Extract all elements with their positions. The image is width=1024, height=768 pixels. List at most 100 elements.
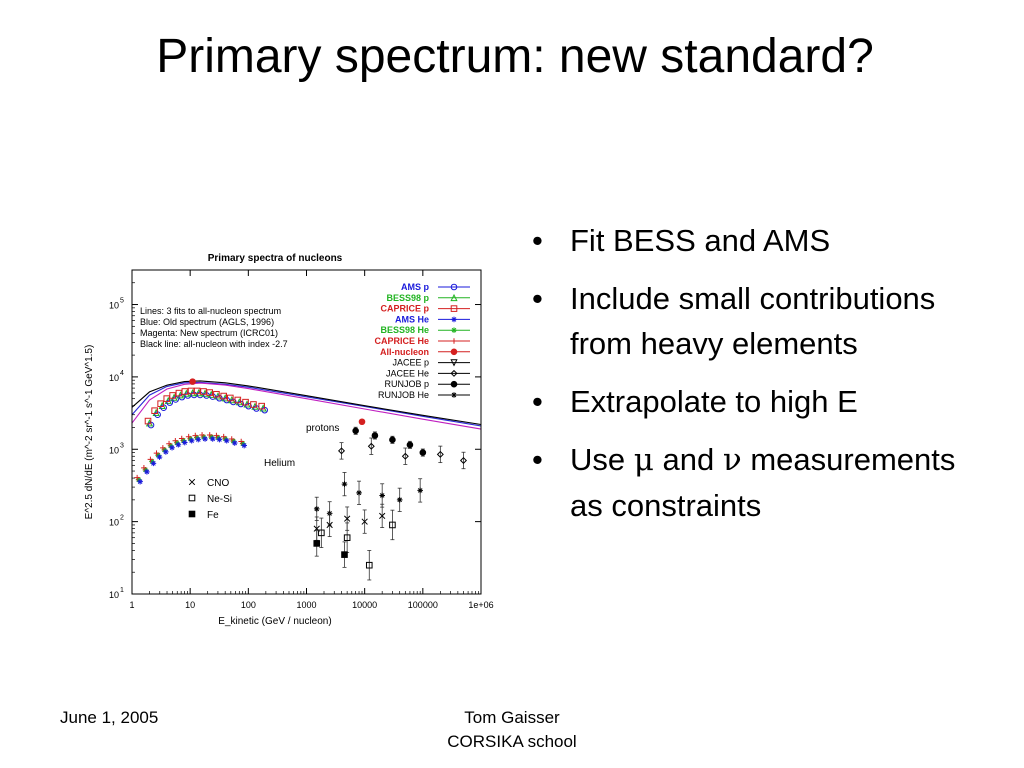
y-axis-label: E^2.5 dN/dE (m^-2 sr^-1 s^-1 GeV^1.5): [84, 345, 95, 520]
legend-label: Ne-Si: [207, 494, 232, 505]
data-point-ne-si: [318, 529, 325, 537]
data-point-caprice-p: [200, 388, 207, 395]
data-point-caprice-p: [206, 389, 214, 396]
y-tick-label-exp: 2: [120, 515, 124, 522]
legend-marker: [450, 348, 458, 356]
legend-label: Fe: [207, 510, 219, 521]
x-axis-label: E_kinetic (GeV / nucleon): [218, 616, 331, 627]
bullet-text: Extrapolate to high E: [570, 384, 858, 419]
data-point-cno: [344, 515, 351, 522]
data-point-runjob-he: [379, 492, 385, 499]
data-point-runjob-he: [396, 497, 403, 503]
data-point-caprice-p: [157, 400, 164, 407]
data-point-ams-he: [223, 437, 230, 444]
x-tick-label: 1000: [296, 600, 316, 610]
legend-marker: [188, 494, 196, 502]
y-tick-label-base: 10: [109, 445, 119, 455]
data-point-ne-si: [365, 561, 373, 569]
bullet-list: Fit BESS and AMS Include small contribut…: [530, 218, 990, 541]
data-point-runjob-he: [417, 487, 423, 494]
footer-author-event: CORSIKA school: [447, 732, 577, 751]
legend-marker: [450, 369, 458, 377]
bullet-item: Use μ and ν measurements as constraints: [530, 437, 990, 528]
legend-marker: [450, 283, 458, 291]
footer-author: Tom Gaisser CORSIKA school: [412, 706, 612, 754]
note-line: Black line: all-nucleon with index -2.7: [140, 339, 288, 349]
fit-line-black-line: [131, 380, 482, 426]
legend-label: AMS He: [395, 314, 429, 324]
footer-author-name: Tom Gaisser: [464, 708, 560, 727]
data-point-caprice-he: [185, 433, 192, 440]
data-point-caprice-he: [160, 445, 166, 451]
legend-marker: [451, 338, 457, 344]
legend-label: JACEE p: [392, 358, 429, 368]
data-point-ams-he: [169, 444, 175, 451]
data-point-cno: [379, 512, 386, 520]
bullet-text-mid: and: [653, 442, 723, 477]
spectrum-chart: Primary spectra of nucleons 1 10 100 1000 10…: [84, 253, 494, 627]
data-point-caprice-he: [147, 456, 154, 463]
data-point-runjob-p: [389, 436, 396, 444]
data-point-runjob-he: [356, 490, 362, 496]
legend-marker: [188, 478, 196, 486]
y-tick-label-base: 10: [109, 301, 119, 311]
data-point-caprice-he: [220, 433, 227, 440]
data-point-caprice-p: [220, 392, 227, 400]
data-point-ams-he: [195, 436, 202, 443]
y-tick-label-base: 10: [109, 373, 119, 383]
data-point-caprice-he: [141, 465, 147, 471]
bullet-text-post: measurements as constraints: [570, 442, 956, 523]
data-point-caprice-he: [238, 438, 244, 445]
legend-marker: [188, 510, 196, 518]
legend-label: CAPRICE p: [380, 304, 429, 314]
fit-line-magenta: [131, 382, 482, 430]
data-point-all-nucleon: [189, 378, 196, 385]
note-line: Blue: Old spectrum (AGLS, 1996): [140, 317, 274, 327]
data-point-runjob-p: [419, 449, 427, 456]
legend-marker: [451, 392, 457, 398]
mu-symbol: μ: [633, 442, 654, 478]
annotation-protons: protons: [306, 423, 339, 434]
data-point-ams-he: [156, 454, 163, 460]
data-point-caprice-he: [206, 432, 213, 438]
data-point-caprice-he: [213, 432, 220, 439]
bullet-item: Fit BESS and AMS: [530, 218, 990, 263]
data-point-ams-he: [241, 442, 247, 449]
legend-marker: [450, 380, 458, 388]
data-point-caprice-p: [169, 392, 176, 399]
legend-heavy: CNO Ne-Si Fe: [188, 478, 232, 521]
data-point-ams-he: [231, 440, 238, 446]
legend-label: JACEE He: [386, 368, 429, 378]
data-point-caprice-p: [181, 388, 189, 395]
data-point-jacee-p-he: [367, 442, 375, 450]
y-tick-label-exp: 5: [120, 298, 124, 305]
data-point-ams-he: [137, 478, 143, 485]
slide-title: Primary spectrum: new standard?: [156, 30, 874, 83]
data-point-ams-he: [150, 460, 157, 467]
data-point-fe: [313, 540, 321, 547]
legend-label: All-nucleon: [380, 347, 429, 357]
legend-label: BESS98 p: [386, 293, 429, 303]
bullet-text: Fit BESS and AMS: [570, 223, 831, 258]
data-point-ams-he: [175, 441, 182, 448]
legend-label: BESS98 He: [380, 325, 429, 335]
data-point-jacee-p-he: [436, 450, 444, 458]
data-point-caprice-he: [199, 432, 205, 438]
data-point-runjob-p: [371, 432, 379, 439]
bullet-item: Extrapolate to high E: [530, 379, 990, 424]
data-point-caprice-p: [151, 407, 158, 415]
data-point-caprice-he: [178, 435, 185, 442]
legend-marker: [450, 359, 458, 367]
data-point-ams-he: [209, 436, 216, 442]
legend-label: CAPRICE He: [374, 336, 429, 346]
legend-marker: [451, 316, 457, 323]
data-point-jacee-p-he: [459, 456, 467, 464]
y-tick-label-exp: 1: [120, 587, 124, 594]
x-tick-label: 10000: [352, 600, 377, 610]
data-point-cno: [361, 518, 368, 525]
data-point-caprice-he: [166, 440, 172, 447]
legend-label: RUNJOB He: [378, 390, 429, 400]
chart-title: Primary spectra of nucleons: [208, 253, 343, 264]
data-point-caprice-p: [250, 401, 257, 408]
